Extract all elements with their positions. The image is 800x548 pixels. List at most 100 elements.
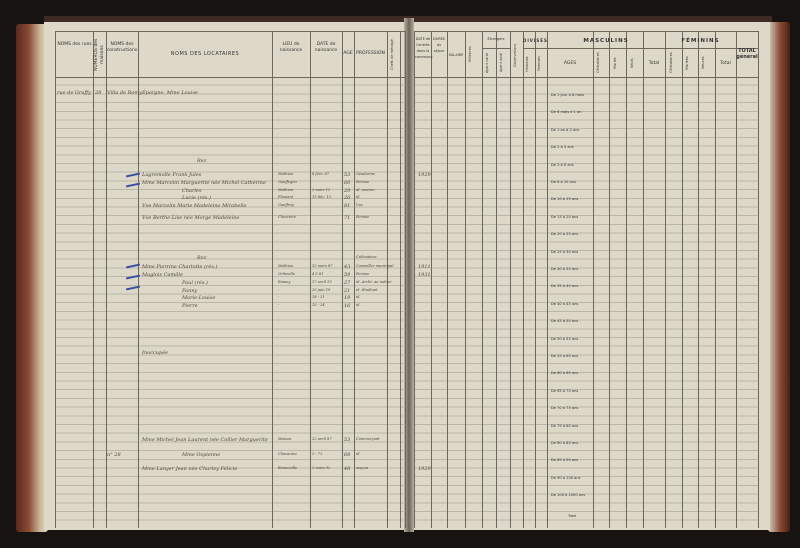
entry-lieu: - bbox=[278, 288, 280, 292]
column-rule bbox=[447, 31, 448, 528]
entry-locataire: Vve Berthe Lise née Morge Madeleine bbox=[142, 215, 240, 221]
entry-construction: n° 28 bbox=[107, 452, 121, 458]
header-entree: DATE de l'entrée dans la commune bbox=[415, 37, 433, 59]
header-etrangers: Étrangers bbox=[487, 37, 505, 41]
column-rule bbox=[272, 31, 273, 528]
header-ages: AGES bbox=[563, 61, 577, 66]
entry-date: 15 - 24 bbox=[312, 303, 325, 307]
entry-age: 43 bbox=[344, 264, 351, 270]
entry-profession: Femme bbox=[356, 180, 370, 184]
age-band-label: De 15 à 20 ans bbox=[551, 214, 579, 219]
entry-age: 59 bbox=[344, 272, 351, 278]
column-rule bbox=[698, 31, 699, 528]
age-band-label: De 50 à 55 ans bbox=[551, 336, 579, 341]
entry-lieu: - bbox=[278, 295, 280, 299]
age-band-label: De 30 à 35 ans bbox=[551, 267, 579, 271]
header-salaire: SALAIRE bbox=[448, 53, 464, 57]
entry-age: 60 bbox=[344, 180, 351, 186]
entry-lieu: Flamant bbox=[278, 195, 294, 199]
entry-age: 19 bbox=[344, 295, 351, 301]
header-militaires: Militaires bbox=[468, 46, 472, 62]
header-hommes: Hommes bbox=[525, 56, 529, 72]
header-m-maries: Mariés bbox=[613, 57, 617, 69]
entry-profession: id. bbox=[356, 295, 361, 299]
entry-age: 81 bbox=[344, 203, 351, 209]
row-rule bbox=[414, 31, 758, 32]
age-band-label: De 60 à 65 ans bbox=[551, 371, 579, 376]
entry-locataire: Rez bbox=[197, 255, 207, 261]
header-m-veufs: Veufs bbox=[630, 58, 634, 68]
entry-date: 12 mars 87 bbox=[312, 264, 333, 268]
header-f-mariees: Mariées bbox=[685, 56, 689, 70]
entry-date: 3 mars 11 bbox=[312, 188, 331, 192]
header-rues: NOMS des rues bbox=[57, 42, 92, 47]
entry-lieu: Romey bbox=[278, 280, 291, 284]
entry-locataire: Maglois Camille bbox=[142, 272, 183, 278]
header-ayant-carte: Ayant carte bbox=[485, 52, 489, 74]
header-numeros: NUMÉROS des maisons bbox=[94, 38, 105, 72]
entry-profession: id. Archt. au métier bbox=[356, 280, 392, 284]
entry-profession: id. bbox=[356, 195, 361, 199]
column-rule bbox=[387, 31, 388, 528]
entry-age: 53 bbox=[344, 437, 351, 443]
age-band-label: De 55 à 60 ans bbox=[551, 354, 579, 358]
entry-profession: Commerçant bbox=[356, 437, 380, 441]
entry-age: 26 bbox=[344, 195, 351, 201]
age-band-label: De 75 à 80 ans bbox=[551, 423, 579, 428]
age-band-label: De 25 à 30 ans bbox=[551, 249, 579, 254]
entry-profession: id. ouvrier bbox=[356, 188, 375, 192]
column-rule bbox=[715, 31, 716, 528]
age-total-label: Total bbox=[568, 514, 577, 518]
age-band-label: De 10 à 15 ans bbox=[551, 197, 579, 202]
book-gutter bbox=[404, 18, 414, 532]
entry-date: 15 déc. 13 bbox=[312, 195, 332, 199]
entry-locataire: Paul (rés.) bbox=[182, 280, 208, 286]
entry-lieu: Gauffegen bbox=[278, 180, 297, 184]
column-rule bbox=[609, 31, 610, 528]
entry-locataire: Épargne, Mme Louise bbox=[142, 90, 198, 96]
entry-locataire: Charles bbox=[182, 188, 202, 194]
age-band-label: De 100 à 1000 ans bbox=[551, 493, 586, 498]
entry-profession: Femme bbox=[356, 272, 370, 276]
age-band-label: De 3 à 6 ans bbox=[551, 162, 574, 167]
header-feminins: FÉMININS bbox=[681, 38, 720, 44]
entry-age: 48 bbox=[344, 466, 351, 472]
column-rule bbox=[482, 31, 483, 528]
column-rule bbox=[310, 31, 311, 528]
entry-locataire: Vve Marcelin Marie Madeleine Mirabelle bbox=[142, 203, 247, 209]
entry-date: 4 5 81 bbox=[312, 272, 324, 276]
header-observations: Observations bbox=[513, 43, 517, 67]
entry-age: 16 bbox=[344, 303, 351, 309]
age-band-label: De 70 à 75 ans bbox=[551, 406, 579, 411]
entry-profession: id. bbox=[356, 452, 361, 456]
column-rule bbox=[400, 31, 401, 528]
column-rule bbox=[547, 31, 548, 528]
entry-date: 1 - 72 bbox=[312, 452, 323, 456]
entry-date: 22 avril 87 bbox=[312, 437, 332, 441]
column-rule bbox=[510, 31, 511, 528]
entry-lieu: Gauffrey bbox=[278, 203, 294, 207]
column-rule bbox=[138, 31, 139, 528]
age-band-label: De 1 jour à 6 mois bbox=[551, 93, 584, 97]
entry-locataire: Mme Pierrine Charlotte (rés.) bbox=[142, 264, 218, 270]
entry-date: 8 févr. 87 bbox=[312, 172, 330, 176]
entry-lieu: Mathieu bbox=[278, 188, 294, 192]
age-band-label: De 6 à 10 ans bbox=[551, 180, 576, 184]
column-rule bbox=[354, 31, 355, 528]
entry-locataire: Rez bbox=[197, 158, 207, 164]
header-date: DATE de naissance bbox=[314, 42, 338, 53]
entry-date: 18 - 21 bbox=[312, 295, 325, 299]
header-masculins: MASCULINS bbox=[583, 38, 629, 44]
age-band-label: De 85 à 90 ans bbox=[551, 458, 579, 463]
entry-lieu: Chevrière bbox=[278, 215, 297, 219]
entry-profession: Gendarme bbox=[356, 172, 376, 176]
header-chefs-menage: Chefs de ménage bbox=[390, 39, 394, 71]
entry-profession: Cultivateur bbox=[356, 255, 377, 259]
age-band-label: De 45 à 50 ans bbox=[551, 319, 579, 324]
entry-entree: 1911 bbox=[418, 264, 431, 270]
header-m-total: Total bbox=[648, 61, 660, 66]
entry-lieu: Bonneville bbox=[278, 466, 298, 470]
header-femmes: Femmes bbox=[537, 56, 541, 72]
entry-lieu: Mathieu bbox=[278, 264, 294, 268]
column-rule bbox=[405, 31, 406, 528]
